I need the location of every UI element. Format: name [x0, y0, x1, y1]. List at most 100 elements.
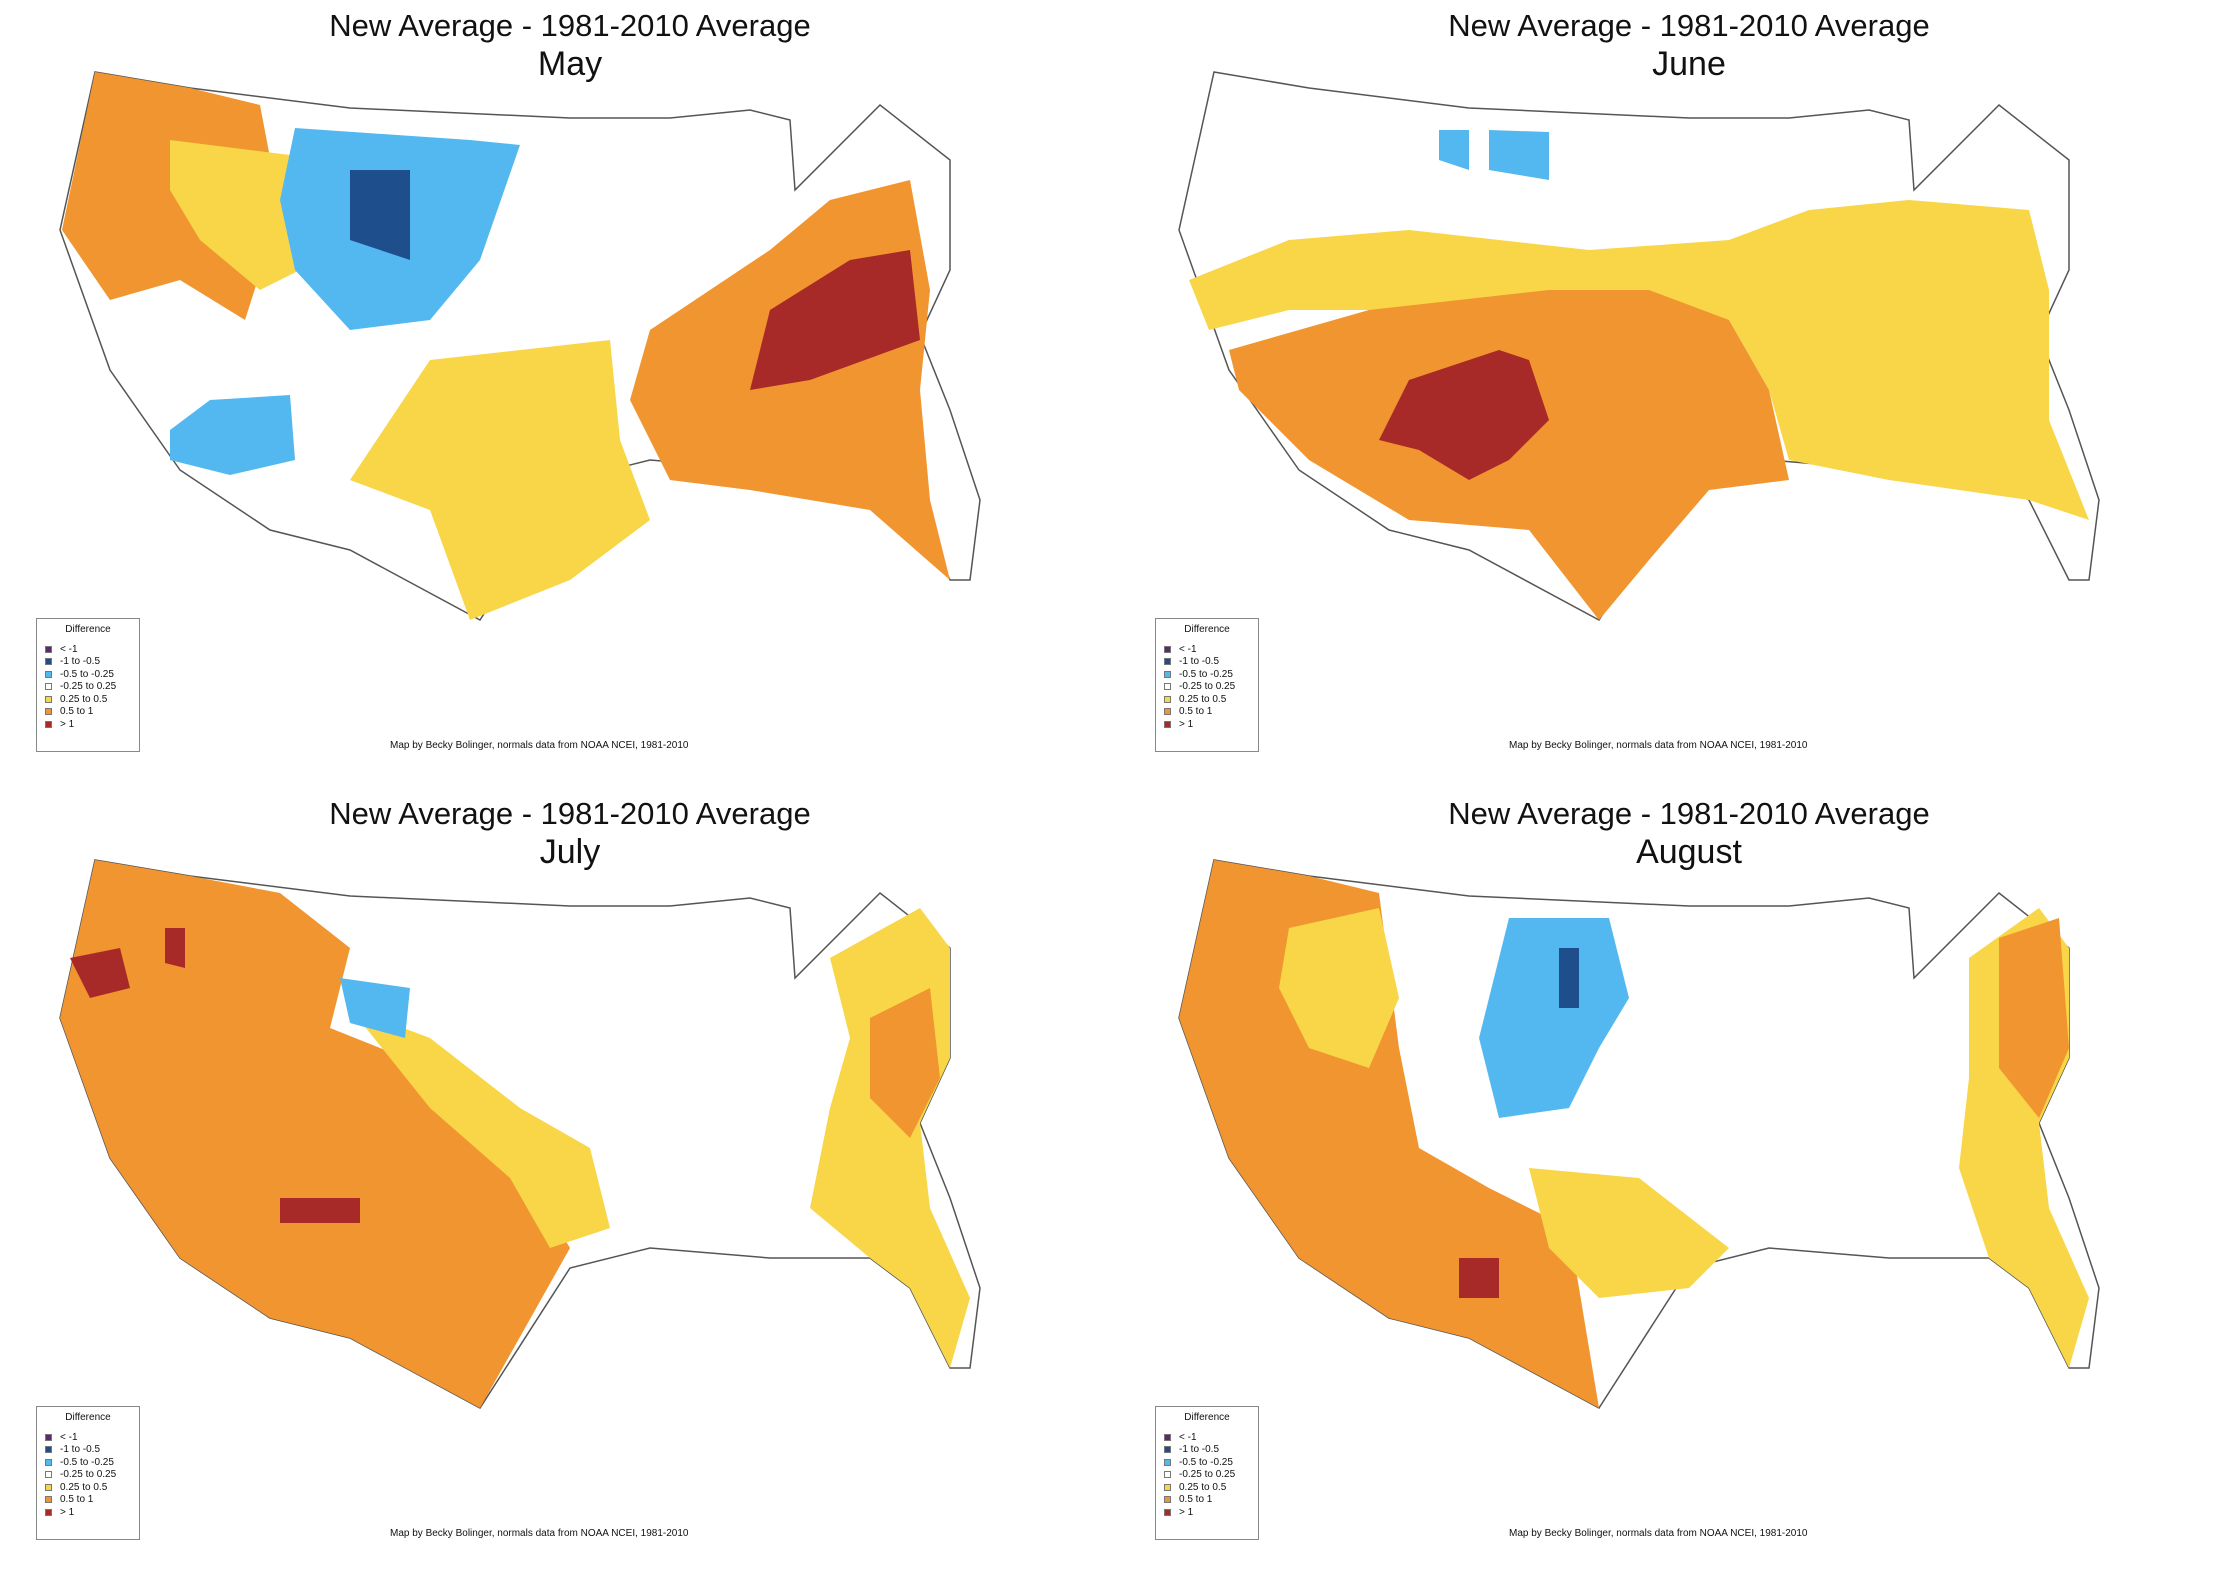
legend-item: 0.25 to 0.5: [45, 1481, 116, 1494]
legend-item: 0.5 to 1: [1164, 706, 1235, 719]
us-map-may: [59, 71, 981, 621]
legend-label: 0.25 to 0.5: [1179, 693, 1227, 705]
map-title: New Average - 1981-2010 Average: [329, 796, 811, 831]
legend-item: -1 to -0.5: [45, 1444, 116, 1457]
legend-label: < -1: [60, 643, 78, 655]
legend-label: -0.5 to -0.25: [1179, 668, 1233, 680]
legend-item: > 1: [45, 1506, 116, 1519]
map-month: June: [1652, 45, 1726, 83]
legend-swatch: [1164, 1433, 1171, 1441]
legend-swatch: [1164, 683, 1171, 691]
legend-item: < -1: [1164, 1431, 1235, 1444]
us-map-june: [1178, 71, 2100, 621]
legend-label: 0.25 to 0.5: [60, 1481, 108, 1493]
legend-item: < -1: [45, 1431, 116, 1444]
legend-label: -0.25 to 0.25: [60, 1469, 117, 1481]
legend-label: -0.25 to 0.25: [60, 681, 117, 693]
legend-item: -0.5 to -0.25: [45, 1456, 116, 1469]
legend-swatch: [1164, 1483, 1171, 1491]
legend-swatch: [1164, 1471, 1171, 1479]
legend-label: < -1: [1179, 643, 1197, 655]
legend-label: 0.25 to 0.5: [60, 693, 108, 705]
legend-label: -1 to -0.5: [60, 656, 101, 668]
legend-swatch: [45, 658, 52, 666]
legend-item: > 1: [1164, 1506, 1235, 1519]
legend-swatch: [1164, 708, 1171, 716]
legend-label: > 1: [1179, 718, 1194, 730]
legend-item: -1 to -0.5: [1164, 1444, 1235, 1457]
legend-item: -0.5 to -0.25: [1164, 668, 1235, 681]
legend-swatch: [1164, 658, 1171, 666]
map-panel-june: New Average - 1981-2010 Average June Dif…: [1119, 0, 2238, 788]
map-credit: Map by Becky Bolinger, normals data from…: [1509, 740, 1808, 751]
legend-label: < -1: [1179, 1431, 1197, 1443]
legend-label: -1 to -0.5: [60, 1444, 101, 1456]
legend-item: -0.25 to 0.25: [45, 681, 116, 694]
legend-item: -0.25 to 0.25: [1164, 681, 1235, 694]
map-legend: Difference < -1 -1 to -0.5 -0.5 to -0.25…: [1155, 618, 1259, 752]
map-credit: Map by Becky Bolinger, normals data from…: [1509, 1528, 1808, 1539]
map-legend: Difference < -1 -1 to -0.5 -0.5 to -0.25…: [36, 618, 140, 752]
map-title: New Average - 1981-2010 Average: [329, 8, 811, 43]
legend-swatch: [45, 645, 52, 653]
legend-label: -0.5 to -0.25: [60, 668, 114, 680]
legend-swatch: [1164, 1446, 1171, 1454]
legend-label: > 1: [60, 1506, 75, 1518]
legend-item: > 1: [1164, 718, 1235, 731]
legend-swatch: [1164, 695, 1171, 703]
legend-label: -0.5 to -0.25: [60, 1456, 114, 1468]
map-credit: Map by Becky Bolinger, normals data from…: [390, 740, 689, 751]
us-map-july: [59, 859, 981, 1409]
legend-swatch: [45, 1458, 52, 1466]
map-legend: Difference < -1 -1 to -0.5 -0.5 to -0.25…: [1155, 1406, 1259, 1540]
map-title: New Average - 1981-2010 Average: [1448, 796, 1930, 831]
legend-swatch: [45, 1496, 52, 1504]
legend-item: < -1: [45, 643, 116, 656]
legend-label: -1 to -0.5: [1179, 656, 1220, 668]
legend-label: 0.5 to 1: [1179, 706, 1213, 718]
legend-swatch: [1164, 1496, 1171, 1504]
map-title: New Average - 1981-2010 Average: [1448, 8, 1930, 43]
legend-swatch: [45, 708, 52, 716]
legend-item: 0.25 to 0.5: [1164, 1481, 1235, 1494]
legend-item: 0.5 to 1: [1164, 1494, 1235, 1507]
legend-item: -0.25 to 0.25: [45, 1469, 116, 1482]
legend-item: > 1: [45, 718, 116, 731]
legend-label: -1 to -0.5: [1179, 1444, 1220, 1456]
map-legend: Difference < -1 -1 to -0.5 -0.5 to -0.25…: [36, 1406, 140, 1540]
legend-item: < -1: [1164, 643, 1235, 656]
legend-item: 0.5 to 1: [45, 706, 116, 719]
map-panel-august: New Average - 1981-2010 Average August D…: [1119, 788, 2238, 1576]
legend-label: 0.5 to 1: [1179, 1494, 1213, 1506]
legend-title: Difference: [1184, 624, 1230, 635]
us-map-august: [1178, 859, 2100, 1409]
map-month: August: [1636, 833, 1742, 871]
legend-swatch: [1164, 1458, 1171, 1466]
map-panel-may: New Average - 1981-2010 Average May Diff…: [0, 0, 1119, 788]
legend-item: -1 to -0.5: [1164, 656, 1235, 669]
legend-item: 0.25 to 0.5: [1164, 693, 1235, 706]
legend-swatch: [1164, 1508, 1171, 1516]
legend-label: > 1: [1179, 1506, 1194, 1518]
legend-item: 0.5 to 1: [45, 1494, 116, 1507]
legend-label: < -1: [60, 1431, 78, 1443]
legend-item: -0.25 to 0.25: [1164, 1469, 1235, 1482]
legend-swatch: [45, 1446, 52, 1454]
legend-swatch: [45, 1471, 52, 1479]
legend-label: > 1: [60, 718, 75, 730]
legend-label: -0.5 to -0.25: [1179, 1456, 1233, 1468]
legend-label: -0.25 to 0.25: [1179, 681, 1236, 693]
legend-swatch: [45, 695, 52, 703]
legend-label: -0.25 to 0.25: [1179, 1469, 1236, 1481]
map-panel-july: New Average - 1981-2010 Average July Dif…: [0, 788, 1119, 1576]
legend-swatch: [1164, 670, 1171, 678]
legend-item: -0.5 to -0.25: [45, 668, 116, 681]
legend-swatch: [45, 1508, 52, 1516]
legend-swatch: [1164, 645, 1171, 653]
legend-swatch: [45, 683, 52, 691]
map-credit: Map by Becky Bolinger, normals data from…: [390, 1528, 689, 1539]
map-month: May: [537, 45, 603, 83]
legend-swatch: [45, 670, 52, 678]
legend-title: Difference: [65, 624, 111, 635]
legend-swatch: [45, 1433, 52, 1441]
